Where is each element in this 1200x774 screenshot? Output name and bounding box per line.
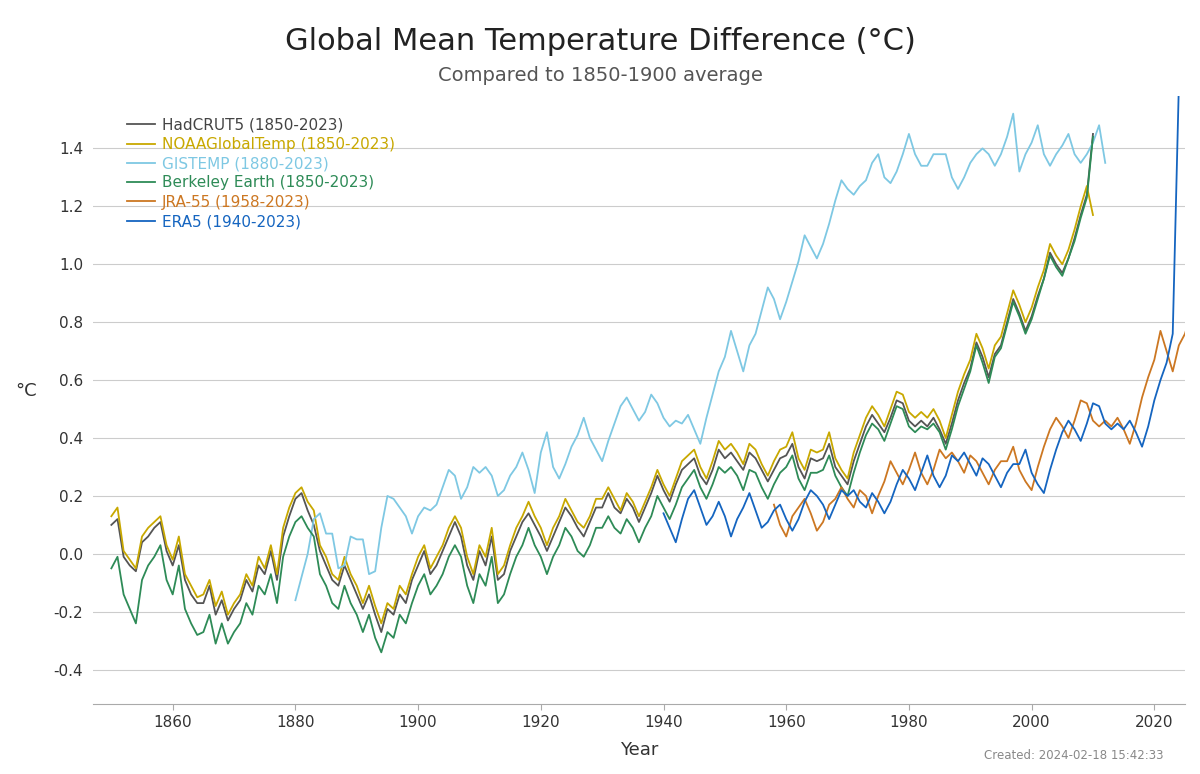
GISTEMP (1880-2023): [1055, 141, 1069, 150]
ERA5 (1940-2023): [1147, 396, 1162, 405]
ERA5 (1940-2023): [749, 505, 763, 515]
ERA5 (1940-2023): [656, 509, 671, 518]
JRA-55 (1958-2023): [944, 448, 959, 457]
NOAAGlobalTemp (1850-2023): [1043, 239, 1057, 248]
HadCRUT5 (1850-2023): [374, 628, 389, 637]
Line: JRA-55 (1958-2023): JRA-55 (1958-2023): [774, 102, 1200, 536]
Berkeley Earth (1850-2023): [374, 648, 389, 657]
Berkeley Earth (1850-2023): [1086, 132, 1100, 142]
GISTEMP (1880-2023): [288, 595, 302, 604]
JRA-55 (1958-2023): [1025, 485, 1039, 495]
Line: GISTEMP (1880-2023): GISTEMP (1880-2023): [295, 114, 1105, 600]
GISTEMP (1880-2023): [822, 219, 836, 228]
HadCRUT5 (1850-2023): [104, 520, 119, 529]
JRA-55 (1958-2023): [767, 500, 781, 509]
X-axis label: Year: Year: [619, 741, 658, 759]
NOAAGlobalTemp (1850-2023): [104, 512, 119, 521]
NOAAGlobalTemp (1850-2023): [374, 618, 389, 628]
Line: ERA5 (1940-2023): ERA5 (1940-2023): [664, 84, 1178, 543]
GISTEMP (1880-2023): [846, 190, 860, 200]
GISTEMP (1880-2023): [1074, 158, 1088, 167]
NOAAGlobalTemp (1850-2023): [976, 344, 990, 353]
NOAAGlobalTemp (1850-2023): [473, 540, 487, 550]
GISTEMP (1880-2023): [1098, 158, 1112, 167]
HadCRUT5 (1850-2023): [976, 352, 990, 361]
HadCRUT5 (1850-2023): [473, 546, 487, 556]
ERA5 (1940-2023): [668, 538, 683, 547]
NOAAGlobalTemp (1850-2023): [1086, 211, 1100, 220]
GISTEMP (1880-2023): [343, 532, 358, 541]
NOAAGlobalTemp (1850-2023): [380, 598, 395, 608]
Berkeley Earth (1850-2023): [976, 358, 990, 368]
JRA-55 (1958-2023): [926, 465, 941, 474]
Berkeley Earth (1850-2023): [473, 570, 487, 579]
NOAAGlobalTemp (1850-2023): [1080, 181, 1094, 190]
Text: Compared to 1850-1900 average: Compared to 1850-1900 average: [438, 66, 762, 85]
Berkeley Earth (1850-2023): [380, 628, 395, 637]
ERA5 (1940-2023): [1171, 80, 1186, 89]
Text: Global Mean Temperature Difference (°C): Global Mean Temperature Difference (°C): [284, 27, 916, 56]
Berkeley Earth (1850-2023): [926, 419, 941, 428]
JRA-55 (1958-2023): [1165, 367, 1180, 376]
Text: Created: 2024-02-18 15:42:33: Created: 2024-02-18 15:42:33: [984, 749, 1164, 762]
JRA-55 (1958-2023): [1086, 416, 1100, 425]
Berkeley Earth (1850-2023): [104, 563, 119, 573]
JRA-55 (1958-2023): [779, 532, 793, 541]
Line: HadCRUT5 (1850-2023): HadCRUT5 (1850-2023): [112, 134, 1093, 632]
NOAAGlobalTemp (1850-2023): [436, 540, 450, 550]
GISTEMP (1880-2023): [1006, 109, 1020, 118]
HadCRUT5 (1850-2023): [1086, 129, 1100, 139]
HadCRUT5 (1850-2023): [1043, 248, 1057, 257]
ERA5 (1940-2023): [816, 500, 830, 509]
Legend: HadCRUT5 (1850-2023), NOAAGlobalTemp (1850-2023), GISTEMP (1880-2023), Berkeley : HadCRUT5 (1850-2023), NOAAGlobalTemp (18…: [122, 113, 400, 234]
ERA5 (1940-2023): [840, 491, 854, 501]
ERA5 (1940-2023): [920, 450, 935, 460]
Berkeley Earth (1850-2023): [1043, 251, 1057, 260]
GISTEMP (1880-2023): [798, 231, 812, 240]
Line: NOAAGlobalTemp (1850-2023): NOAAGlobalTemp (1850-2023): [112, 186, 1093, 623]
ERA5 (1940-2023): [822, 515, 836, 524]
Line: Berkeley Earth (1850-2023): Berkeley Earth (1850-2023): [112, 137, 1093, 652]
HadCRUT5 (1850-2023): [380, 604, 395, 614]
HadCRUT5 (1850-2023): [436, 546, 450, 556]
HadCRUT5 (1850-2023): [926, 413, 941, 423]
NOAAGlobalTemp (1850-2023): [926, 405, 941, 414]
Berkeley Earth (1850-2023): [436, 570, 450, 579]
Y-axis label: °C: °C: [14, 382, 37, 400]
